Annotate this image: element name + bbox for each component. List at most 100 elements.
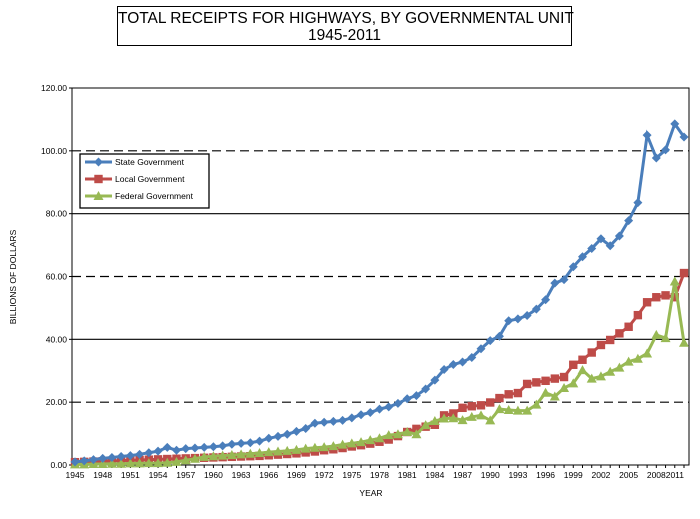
data-point — [660, 333, 671, 343]
data-point — [439, 364, 449, 374]
data-point — [291, 444, 302, 454]
data-point — [420, 420, 431, 430]
data-point — [559, 275, 569, 285]
x-tick-label: 1960 — [204, 470, 223, 480]
x-tick-label: 1954 — [149, 470, 168, 480]
data-point — [642, 130, 652, 140]
data-point — [614, 231, 624, 241]
data-point — [549, 391, 560, 401]
data-point — [569, 360, 578, 369]
data-point — [365, 435, 376, 445]
data-point — [181, 444, 191, 454]
data-point — [180, 455, 191, 465]
data-point — [412, 424, 421, 434]
data-point — [578, 252, 587, 262]
data-point — [402, 394, 412, 404]
data-point — [365, 408, 375, 418]
data-point — [199, 442, 209, 452]
data-point — [670, 293, 679, 302]
x-tick-label: 1966 — [259, 470, 278, 480]
data-point — [125, 451, 135, 461]
data-point — [88, 455, 98, 465]
series-layer — [70, 119, 689, 469]
y-tick-label: 40.00 — [46, 334, 68, 344]
data-point — [624, 216, 634, 226]
data-point — [485, 415, 496, 425]
data-point — [116, 452, 126, 462]
data-point — [605, 335, 615, 345]
data-point — [273, 431, 283, 441]
x-axis-title: YEAR — [359, 488, 382, 498]
data-point — [615, 329, 624, 338]
data-point — [107, 452, 117, 462]
data-point — [457, 415, 468, 425]
x-tick-label: 2008 — [647, 470, 666, 480]
data-point — [153, 458, 164, 468]
data-point — [448, 359, 458, 369]
data-point — [532, 378, 541, 387]
data-point — [245, 448, 256, 458]
data-point — [375, 404, 384, 414]
data-point — [494, 331, 504, 341]
x-tick-label: 2011 — [666, 470, 685, 480]
data-point — [134, 458, 145, 468]
data-point — [309, 442, 320, 452]
data-point — [199, 451, 210, 461]
data-point — [595, 371, 606, 381]
data-point — [189, 453, 200, 463]
data-point — [651, 153, 661, 163]
data-point — [448, 413, 459, 423]
data-point — [70, 457, 80, 467]
chart-title: TOTAL RECEIPTS FOR HIGHWAYS, BY GOVERNME… — [118, 10, 574, 27]
y-tick-label: 100.00 — [41, 146, 67, 156]
x-tick-label: 1969 — [287, 470, 306, 480]
data-point — [467, 353, 477, 363]
data-point — [116, 458, 127, 468]
data-point — [522, 405, 533, 415]
data-point — [559, 383, 570, 393]
data-point — [356, 437, 367, 447]
data-point — [522, 379, 532, 389]
data-point — [679, 132, 689, 142]
data-point — [430, 375, 440, 385]
series-federal-government — [70, 276, 689, 469]
data-point — [282, 445, 293, 455]
data-point — [384, 435, 393, 444]
x-tick-label: 1963 — [232, 470, 251, 480]
data-point — [531, 304, 541, 314]
data-point — [578, 355, 587, 364]
data-point — [623, 356, 634, 366]
data-point — [162, 442, 172, 452]
data-point — [494, 404, 505, 414]
data-point — [217, 450, 228, 460]
data-point — [652, 293, 661, 302]
y-tick-label: 60.00 — [46, 272, 68, 282]
y-tick-label: 80.00 — [46, 209, 68, 219]
data-point — [661, 291, 670, 300]
data-point — [632, 353, 643, 363]
data-point — [236, 438, 246, 448]
data-point — [301, 424, 311, 434]
data-point — [550, 374, 560, 383]
x-tick-label: 1999 — [564, 470, 583, 480]
data-point — [605, 366, 616, 376]
x-tick-label: 1951 — [121, 470, 140, 480]
data-point — [633, 198, 643, 208]
data-point — [439, 413, 450, 423]
data-point — [476, 401, 486, 410]
data-point — [633, 310, 643, 320]
data-point — [466, 411, 477, 421]
data-point — [512, 405, 523, 415]
data-point — [587, 348, 596, 357]
y-tick-label: 0.00 — [50, 460, 67, 470]
data-point — [227, 439, 237, 449]
x-tick-label: 1981 — [398, 470, 417, 480]
data-point — [559, 372, 569, 382]
data-point — [153, 446, 163, 456]
legend-swatch-marker — [94, 157, 103, 167]
data-point — [531, 399, 542, 409]
data-point — [458, 357, 468, 367]
x-tick-label: 1984 — [425, 470, 444, 480]
data-point — [651, 329, 662, 339]
